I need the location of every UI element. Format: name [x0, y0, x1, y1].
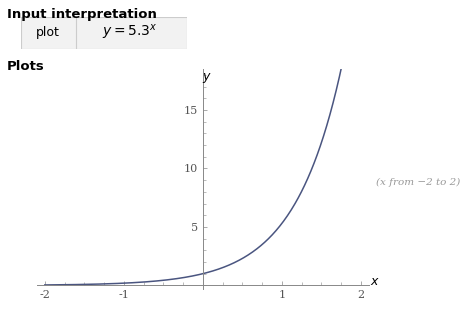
Text: Plots: Plots: [7, 60, 45, 73]
Text: $x$: $x$: [370, 275, 380, 288]
Text: Input interpretation: Input interpretation: [7, 8, 157, 21]
Text: plot: plot: [36, 26, 60, 40]
Text: $y = 5.3^{x}$: $y = 5.3^{x}$: [102, 24, 158, 42]
Text: $y$: $y$: [202, 71, 212, 85]
FancyBboxPatch shape: [21, 17, 187, 49]
Text: (x from −2 to 2): (x from −2 to 2): [376, 177, 460, 187]
